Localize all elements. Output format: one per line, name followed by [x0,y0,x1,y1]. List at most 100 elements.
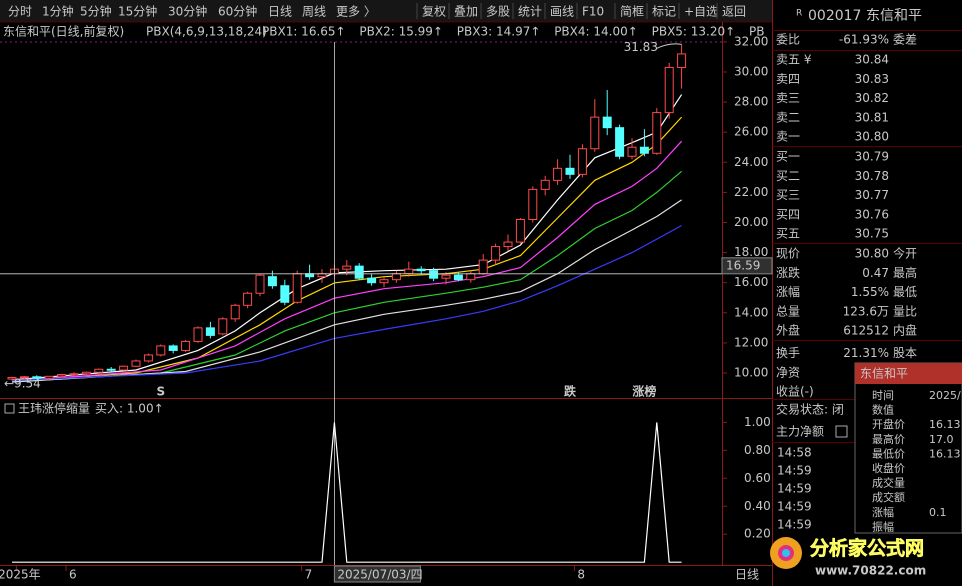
quote-flag: R [796,9,802,19]
indicator-icon[interactable] [4,403,15,414]
price-tick-label: 18.00 [734,245,768,259]
flow-icon[interactable] [835,425,848,438]
price-tick-label: 10.00 [734,366,768,380]
popup-label: 开盘价 [872,417,905,431]
date-label: 7 [305,568,313,582]
toolbar-tab[interactable]: 30分钟 [168,4,207,19]
quote-code: 002017 [808,8,861,24]
candle-body [652,112,662,154]
price-tick-label: 22.00 [734,185,768,199]
price-tick-label: 30.00 [734,64,768,78]
toolbar-button[interactable]: 统计 [518,5,542,19]
quote-right-label: 股本 [893,346,917,360]
toolbar-tab[interactable]: 更多 〉 [336,5,376,19]
trade-status: 交易状态: 闭 [776,402,844,417]
tick-time: 14:59 [777,482,812,496]
toolbar-tab[interactable]: 分时 [8,5,32,19]
book-label: 卖二 [776,110,800,124]
candle-body [106,368,116,371]
popup-label: 成交量 [872,476,905,490]
toolbar-tab[interactable]: 日线 [268,5,292,19]
toolbar-bg [0,0,772,22]
watermark-logo [782,549,790,557]
quote-name: 东信和平 [866,8,922,24]
candle-body [627,146,637,157]
candle-body [404,268,414,275]
quote-label: 涨幅 [776,284,800,299]
ma-legend: PBX2: 15.99↑ [359,25,443,39]
candle-body [7,377,17,380]
candle-body [119,365,129,371]
popup-label: 时间 [872,389,894,402]
candle-body [280,285,290,303]
toolbar-tab[interactable]: 1分钟 [42,4,74,19]
quote-right-label: 内盘 [893,323,917,338]
sub-indicator-title: 王玮涨停缩量 [18,401,90,416]
toolbar-button[interactable]: 多股 [486,5,510,19]
period-label[interactable]: 日线 [735,568,759,582]
quote-right-label: 今开 [893,246,917,261]
indicator-name: PBX(4,6,9,13,18,24) [146,25,267,39]
watermark-url: www.70822.com [815,564,926,578]
candle-body [354,265,364,279]
candle-body [453,274,463,281]
indicator-tick-label: 1.00 [744,415,771,429]
date-label: 8 [577,568,585,582]
toolbar-tab[interactable]: 5分钟 [80,4,112,19]
candle-body [156,345,166,356]
popup-label: 数值 [872,404,894,417]
book-label: 卖五 ¥ [776,53,812,67]
popup-label: 成交额 [872,490,905,504]
quote-label: 换手 [776,346,800,360]
candle-body [193,327,203,342]
popup-header [855,363,962,384]
toolbar-button[interactable]: F10 [582,5,604,19]
toolbar-tab[interactable]: 60分钟 [218,4,257,19]
price-tick-label: 32.00 [734,34,768,48]
toolbar-button[interactable]: 画线 [550,5,574,19]
candle-body [243,292,253,306]
weibi-value: -61.93% [839,33,889,47]
price-tick-label: 16.00 [734,275,768,289]
tick-time: 14:59 [777,464,812,478]
indicator-tick-label: 0.20 [744,527,771,541]
candle-body [342,265,352,270]
toolbar-button[interactable]: 标记 [652,5,676,19]
popup-label: 涨幅 [872,506,894,519]
book-label: 买二 [776,169,800,183]
popup-value: 17.0 [929,433,954,446]
book-price: 30.83 [855,72,889,86]
popup-label: 振幅 [872,519,894,533]
book-label: 卖一 [776,130,800,144]
book-price: 30.81 [855,110,889,124]
candle-body [230,304,240,320]
crosshair-date: 2025/07/03/四 [337,568,422,582]
quote-right-label: 最高 [893,265,917,280]
toolbar-button[interactable]: 叠加 [454,5,478,19]
price-tick-label: 14.00 [734,305,768,319]
high-arrow [656,43,682,49]
toolbar-button[interactable]: 返回 [722,5,746,19]
toolbar-tab[interactable]: 15分钟 [118,4,157,19]
book-price: 30.82 [855,91,889,105]
toolbar-tab[interactable]: 周线 [302,5,326,19]
toolbar-button[interactable]: 简框 [620,5,644,19]
quote-right-label: 量比 [893,304,917,318]
candle-body [255,274,265,294]
candle-body [602,116,612,129]
watermark-title: 分析家公式网 [810,537,924,560]
toolbar-button[interactable]: 复权 [422,5,446,19]
book-label: 买三 [776,188,800,202]
ma-line [11,199,682,383]
quote-value: 612512 [843,324,889,338]
book-label: 买四 [776,207,800,221]
sub-indicator-value: 买入: 1.00↑ [95,402,164,416]
ma-legend: PB [749,25,764,39]
toolbar-button[interactable]: +自选 [684,5,718,19]
candle-body [441,274,451,279]
price-tick-label: 20.00 [734,215,768,229]
popup-value: 2025/ [929,389,961,402]
book-price: 30.84 [855,53,889,67]
